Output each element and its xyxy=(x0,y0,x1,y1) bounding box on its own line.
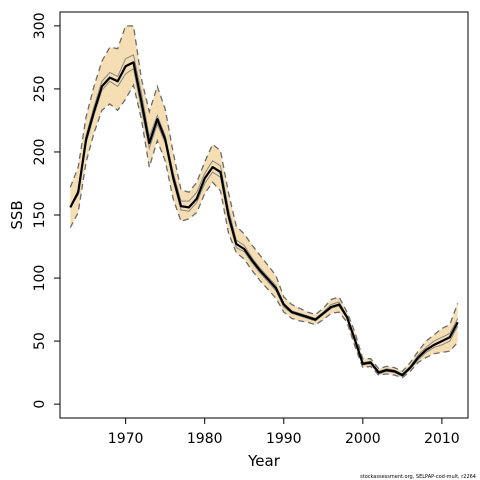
ci-lower-dashed-line xyxy=(69,83,459,379)
confidence-band-area xyxy=(70,25,458,378)
x-axis-title: Year xyxy=(247,452,281,470)
y-tick-label: 150 xyxy=(32,202,48,229)
x-tick-label: 2010 xyxy=(424,431,460,447)
y-tick-label: 200 xyxy=(32,139,48,166)
inner-lower-line xyxy=(69,67,459,378)
x-tick-label: 1990 xyxy=(266,431,302,447)
x-tick-label: 2000 xyxy=(345,431,381,447)
y-axis: 0 50 100 150 200 250 300 xyxy=(32,13,60,409)
confidence-band xyxy=(70,25,458,378)
series-lines xyxy=(69,25,459,379)
y-tick-label: 0 xyxy=(32,400,48,409)
ssb-estimate-line xyxy=(69,61,459,377)
y-tick-label: 100 xyxy=(32,265,48,292)
x-tick-label: 1980 xyxy=(187,431,223,447)
y-tick-label: 250 xyxy=(32,76,48,103)
y-tick-label: 50 xyxy=(32,332,48,350)
inner-upper-line xyxy=(69,54,459,375)
x-axis: 1970 1980 1990 2000 2010 xyxy=(108,418,460,447)
x-tick-label: 1970 xyxy=(108,431,144,447)
y-tick-label: 300 xyxy=(32,13,48,40)
credit-note: stockassessment.org, SELPAP-cod-mult, r2… xyxy=(360,474,476,480)
ci-upper-dashed-line xyxy=(69,25,459,373)
y-axis-title: SSB xyxy=(8,200,26,229)
